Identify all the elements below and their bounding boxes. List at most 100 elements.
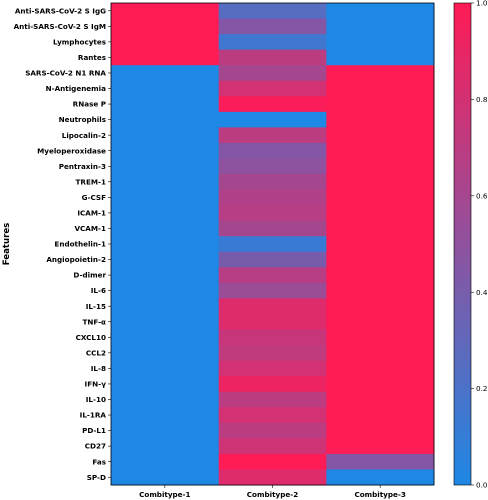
heatmap-cell <box>326 111 435 128</box>
heatmap-cell <box>218 282 327 299</box>
heatmap-cell <box>111 111 220 128</box>
heatmap-cell <box>111 205 220 222</box>
heatmap-cell <box>326 345 435 362</box>
heatmap-cell <box>111 96 220 113</box>
heatmap-cell <box>218 142 327 159</box>
heatmap-cell <box>326 189 435 206</box>
heatmap-cell <box>111 407 220 424</box>
y-tick-label: Angiopoietin-2 <box>46 255 106 264</box>
heatmap-cell <box>111 158 220 175</box>
colorbar-tick-label: 0.8 <box>476 95 488 104</box>
y-tick-label: IL-8 <box>91 364 106 373</box>
y-axis-title: Features <box>2 223 12 266</box>
y-tick-label: RNase P <box>73 100 106 109</box>
heatmap-cell <box>326 205 435 222</box>
y-tick-label: Pentraxin-3 <box>59 162 106 171</box>
heatmap-cell <box>111 251 220 268</box>
heatmap-cell <box>326 158 435 175</box>
heatmap-cell <box>326 453 435 470</box>
heatmap-cell <box>218 127 327 144</box>
heatmap-cell <box>111 220 220 237</box>
heatmap-cell <box>326 376 435 393</box>
heatmap-cell <box>326 80 435 97</box>
heatmap-cell <box>218 205 327 222</box>
y-tick-label: Anti-SARS-CoV-2 S IgM <box>14 22 106 31</box>
y-tick-label: Neutrophils <box>59 115 106 124</box>
y-tick-label: IL-6 <box>91 286 106 295</box>
heatmap-cell <box>326 329 435 346</box>
x-tick-label: Combitype-1 <box>139 490 190 499</box>
heatmap-cell <box>326 236 435 253</box>
heatmap-cell <box>326 65 435 82</box>
y-tick-label: G-CSF <box>82 193 106 202</box>
heatmap-cell <box>218 453 327 470</box>
heatmap-cell <box>326 34 435 51</box>
heatmap-cell <box>111 329 220 346</box>
x-tick-labels: Combitype-1 Combitype-2 Combitype-3 <box>139 485 406 499</box>
heatmap-cell <box>111 391 220 408</box>
heatmap-cell <box>111 174 220 191</box>
heatmap-cell <box>326 174 435 191</box>
y-tick-label: TREM-1 <box>76 177 106 186</box>
heatmap-cell <box>111 267 220 284</box>
heatmap-cell <box>111 453 220 470</box>
y-tick-label: IL-10 <box>86 395 106 404</box>
y-tick-label: VCAM-1 <box>74 224 106 233</box>
heatmap-cell <box>111 236 220 253</box>
y-tick-label: IL-15 <box>86 302 106 311</box>
heatmap-cell <box>326 407 435 424</box>
colorbar-tick-label: 1.0 <box>476 0 488 8</box>
heatmap-cell <box>111 127 220 144</box>
heatmap-cell <box>218 220 327 237</box>
y-tick-label: Fas <box>92 457 106 466</box>
x-tick-label: Combitype-2 <box>247 490 298 499</box>
heatmap-cell <box>218 298 327 315</box>
heatmap-cell <box>326 313 435 331</box>
heatmap-cell <box>111 469 220 486</box>
heatmap-cell <box>111 360 220 377</box>
heatmap-cell <box>326 127 435 144</box>
y-tick-label: Lymphocytes <box>53 37 106 46</box>
heatmap-cell <box>218 313 327 331</box>
heatmap-cell <box>218 65 327 82</box>
heatmap-cell <box>218 80 327 97</box>
heatmap-cell <box>111 282 220 299</box>
heatmap-cell <box>218 376 327 393</box>
y-tick-label: SP-D <box>87 473 106 482</box>
heatmap-cell <box>111 18 220 35</box>
heatmap-cell <box>326 282 435 299</box>
y-tick-labels: Anti-SARS-CoV-2 S IgG Anti-SARS-CoV-2 S I… <box>14 6 111 482</box>
heatmap-cell <box>326 360 435 377</box>
x-tick-label: Combitype-3 <box>354 490 405 499</box>
heatmap-cell <box>326 438 435 455</box>
heatmap-cell <box>218 34 327 51</box>
heatmap-cell <box>111 142 220 159</box>
heatmap-cell <box>218 49 327 66</box>
heatmap-cell <box>218 251 327 268</box>
heatmap-cell <box>326 422 435 439</box>
heatmap-cell <box>326 220 435 237</box>
heatmap-cell <box>326 251 435 268</box>
heatmap-cell <box>111 65 220 82</box>
y-tick-label: CD27 <box>85 442 106 451</box>
heatmap-cell <box>326 267 435 284</box>
heatmap-cell <box>326 142 435 159</box>
heatmap-cell <box>326 18 435 35</box>
heatmap-cell <box>218 438 327 455</box>
heatmap-cell <box>218 3 327 20</box>
colorbar-tick-label: 0.4 <box>476 288 488 297</box>
colorbar-ticks: 0.0 0.2 0.4 0.6 0.8 1.0 <box>471 0 488 490</box>
colorbar-tick-label: 0.0 <box>476 481 488 490</box>
y-tick-label: N-Antigenemia <box>46 84 107 93</box>
heatmap-cell <box>218 18 327 35</box>
heatmap-cell <box>111 313 220 331</box>
heatmap-cell <box>326 96 435 113</box>
y-tick-label: Endothelin-1 <box>54 240 106 249</box>
y-tick-label: PD-L1 <box>82 426 106 435</box>
y-tick-label: D-dimer <box>73 271 106 280</box>
heatmap-cell <box>218 174 327 191</box>
heatmap-cell <box>111 3 220 20</box>
colorbar <box>453 2 472 486</box>
heatmap-cell <box>111 438 220 455</box>
